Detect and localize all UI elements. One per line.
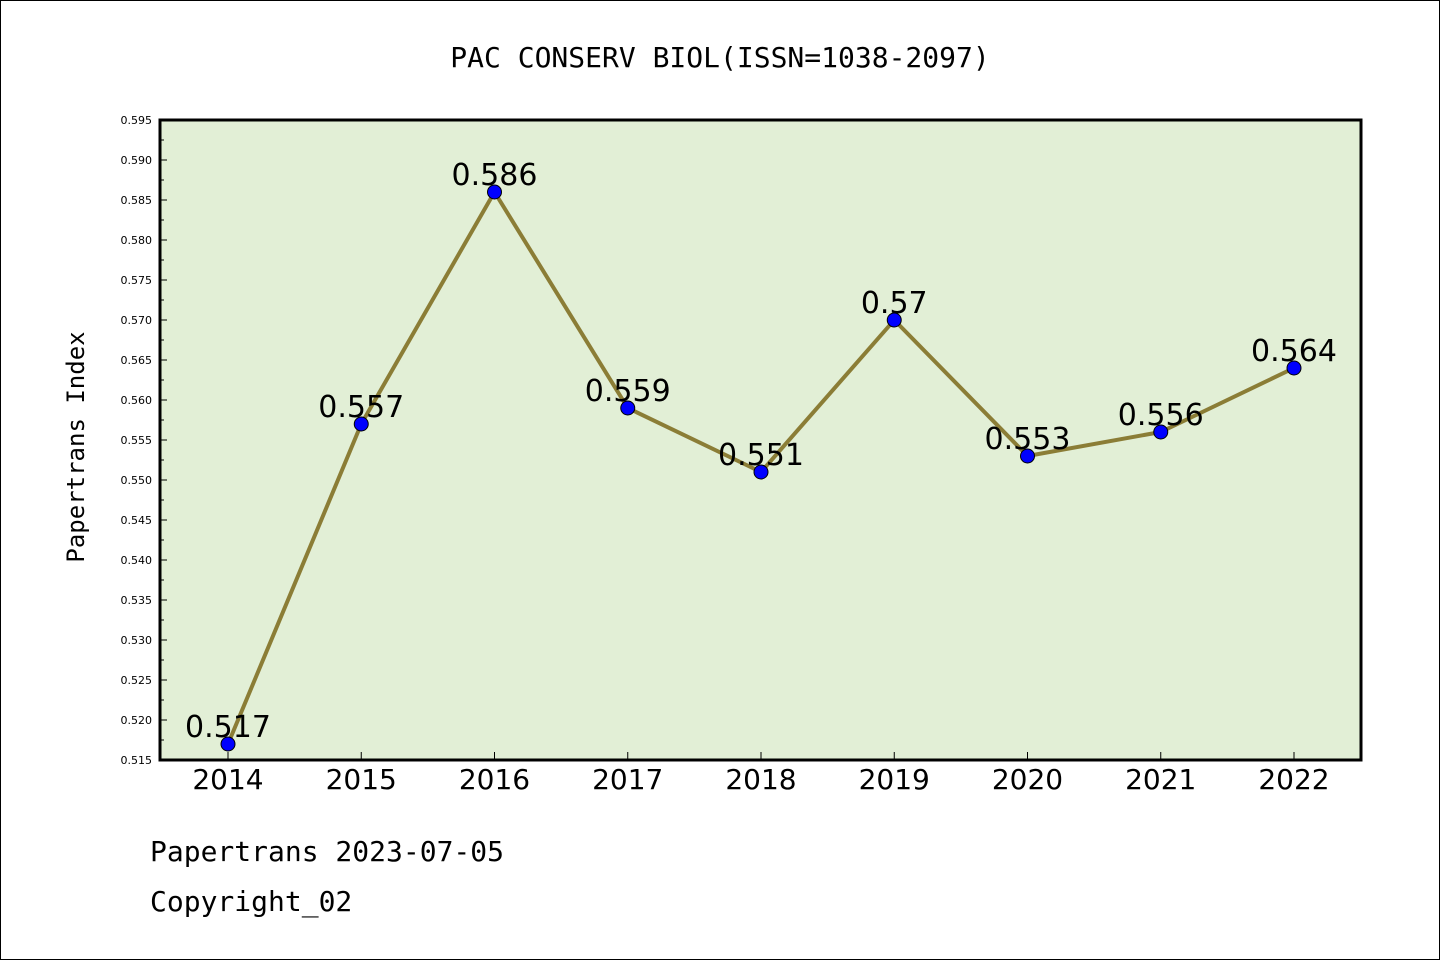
y-tick-label: 0.595 [121,114,153,127]
y-tick-label: 0.570 [121,314,153,327]
y-tick-label: 0.535 [121,594,153,607]
data-label: 0.586 [452,158,538,193]
data-label: 0.556 [1118,398,1204,433]
y-tick-label: 0.555 [121,434,153,447]
y-tick-label: 0.545 [121,514,153,527]
footer-copyright-text: Copyright_02 [150,885,353,918]
y-axis-ticks: 0.515 0.520 0.525 0.530 0.535 0.540 0.545 0.550… [121,114,167,767]
y-tick-label: 0.575 [121,274,153,287]
x-tick-label: 2014 [192,763,263,796]
data-point-marker [1286,360,1302,376]
data-point-marker [1020,448,1035,464]
footer-date-text: Papertrans 2023-07-05 [150,835,505,868]
data-label: 0.551 [718,438,804,473]
x-tick-label: 2015 [326,763,397,796]
y-tick-label: 0.565 [121,354,153,367]
y-tick-label: 0.530 [121,634,153,647]
data-label: 0.517 [185,710,271,745]
y-tick-label: 0.550 [121,474,153,487]
plot-area [158,118,1363,762]
data-point-marker [886,312,902,328]
x-tick-label: 2016 [459,763,530,796]
x-tick-label: 2019 [859,763,930,796]
data-label: 0.57 [861,286,928,321]
y-tick-label: 0.590 [121,154,153,167]
data-point-marker [1153,424,1169,440]
x-tick-label: 2022 [1258,763,1329,796]
data-label: 0.559 [585,374,671,409]
x-tick-label: 2017 [592,763,663,796]
data-label: 0.553 [985,422,1071,457]
y-tick-label: 0.540 [121,554,153,567]
y-tick-label: 0.520 [121,714,153,727]
data-point-marker [487,184,502,200]
data-point-marker [353,416,369,432]
x-tick-label: 2021 [1125,763,1196,796]
y-tick-label: 0.525 [121,674,153,687]
y-axis-label: Papertrans Index [62,331,90,562]
x-axis-ticks: 2014 2015 2016 2017 2018 2019 2020 2021 2022 [192,752,1330,796]
y-tick-label: 0.515 [121,754,153,767]
y-tick-label: 0.580 [121,234,153,247]
chart-title: PAC CONSERV BIOL(ISSN=1038-2097) [450,41,989,74]
x-tick-label: 2018 [725,763,796,796]
y-tick-label: 0.560 [121,394,153,407]
data-label: 0.557 [318,390,404,425]
data-point-marker [620,400,636,416]
data-markers [220,184,1302,752]
data-point-marker [753,464,769,480]
x-tick-label: 2020 [992,763,1063,796]
y-tick-label: 0.585 [121,194,153,207]
data-point-marker [220,736,236,752]
data-label: 0.564 [1251,334,1337,369]
data-labels: 0.517 0.557 0.586 0.559 0.551 0.57 0.553 0.556 0… [185,158,1337,745]
